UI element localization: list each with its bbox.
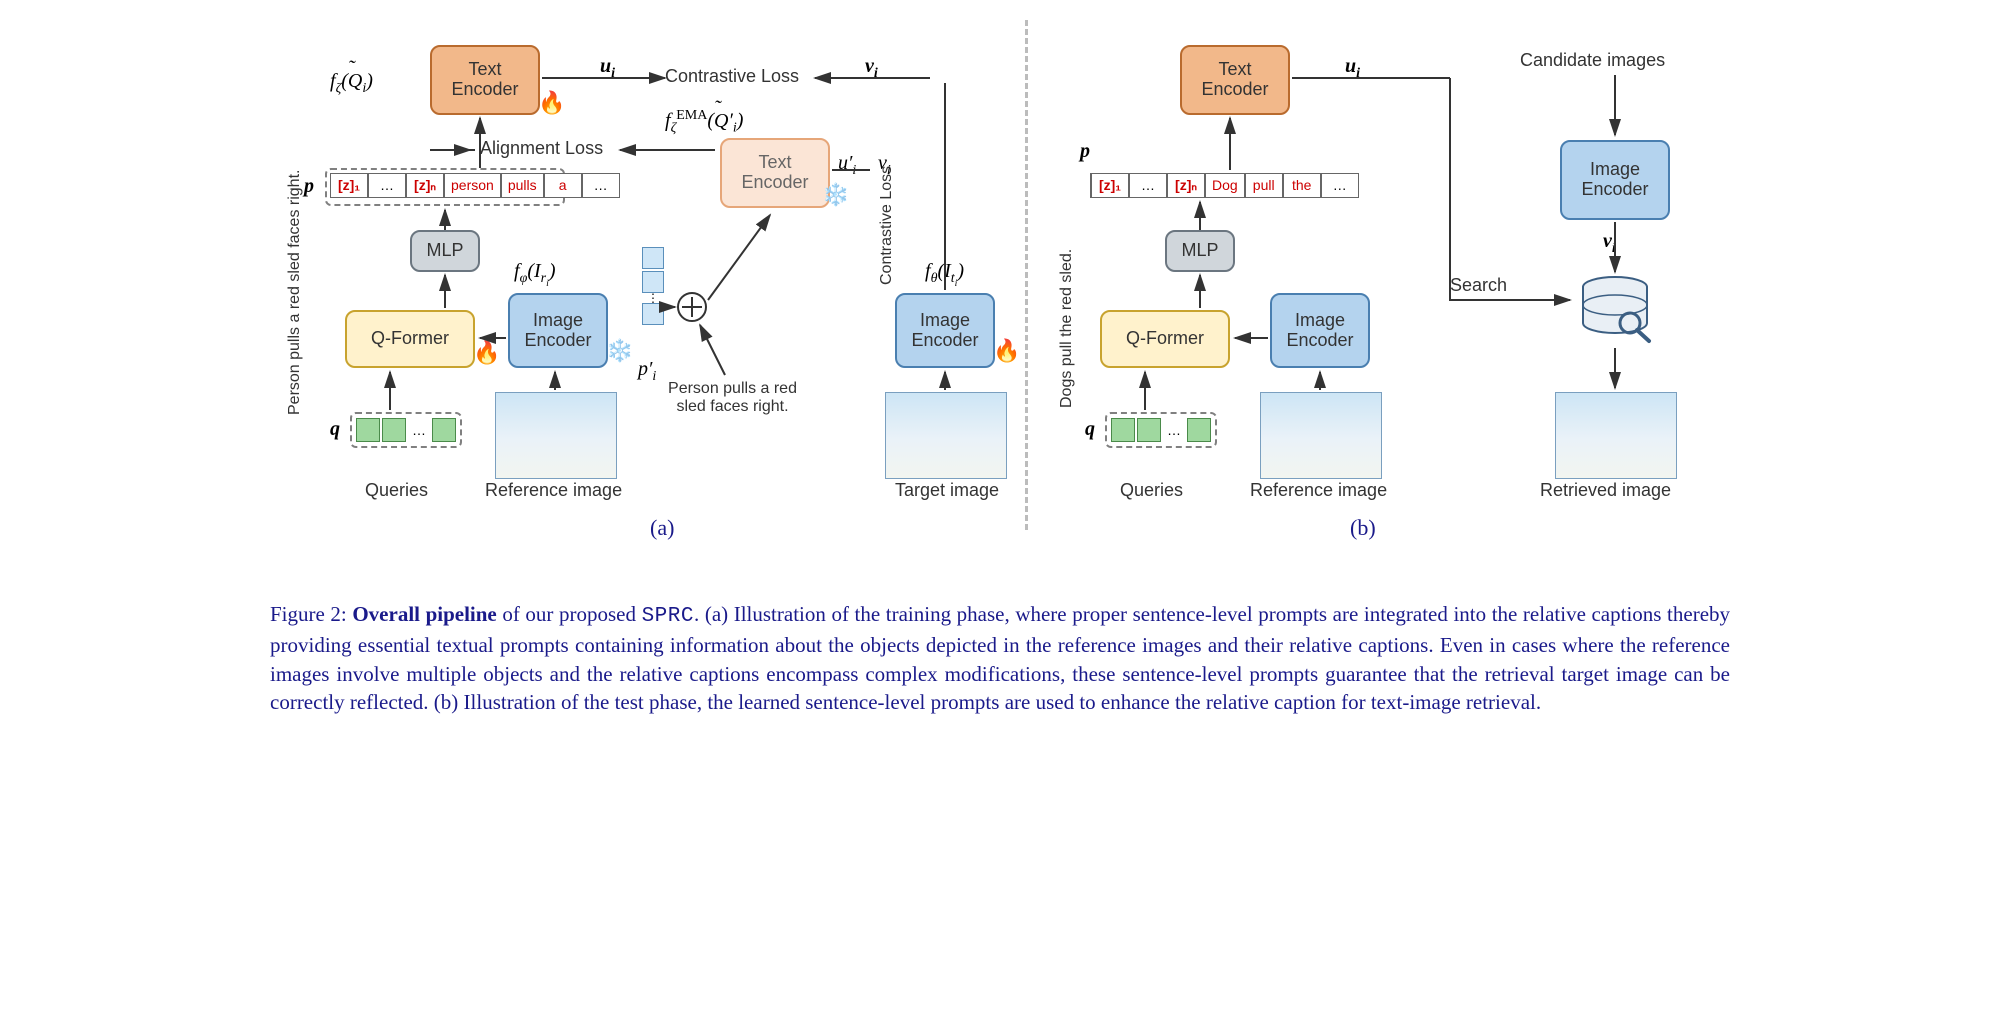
caption-bold: Overall pipeline (352, 602, 496, 626)
snow-icon: ❄️ (606, 338, 633, 364)
token: [z]ₙ (406, 173, 444, 198)
alignment-loss: Alignment Loss (480, 138, 603, 159)
mid-sentence: Person pulls a red sled faces right. (665, 380, 800, 416)
caption-lead: Figure 2: (270, 602, 347, 626)
search-label: Search (1450, 275, 1507, 296)
math-f-zeta: fζ(Q˜i) (330, 70, 373, 97)
retrieved-label: Retrieved image (1540, 480, 1671, 501)
fire-icon: 🔥 (538, 90, 565, 116)
reference-image-a (495, 392, 617, 479)
side-text-b: Dogs pull the red sled. (1058, 248, 1076, 408)
qformer-b: Q-Former (1100, 310, 1230, 368)
math-q-b: q (1085, 418, 1095, 441)
math-vi-a: vi (865, 55, 878, 82)
token: pulls (501, 173, 544, 198)
token: the (1283, 173, 1321, 198)
image-encoder-target: Image Encoder (895, 293, 995, 368)
contrastive-loss-top: Contrastive Loss (665, 66, 799, 87)
candidate-label: Candidate images (1520, 50, 1665, 71)
queries-label-a: Queries (365, 480, 428, 501)
p-prime-col: ⋮ (640, 245, 666, 327)
math-uiprime: u′i (838, 152, 856, 179)
math-q-a: q (330, 418, 340, 441)
math-ui-b: ui (1345, 55, 1360, 82)
retrieved-image (1555, 392, 1677, 479)
figure-container: Person pulls a red sled faces right. fζ(… (270, 20, 1730, 716)
fire-icon: 🔥 (473, 340, 500, 366)
token: … (582, 173, 620, 198)
image-encoder-ref-a: Image Encoder (508, 293, 608, 368)
token-row-a: [z]₁ … [z]ₙ person pulls a … (330, 173, 620, 198)
token: … (1129, 173, 1167, 198)
panel-divider (1025, 20, 1028, 530)
math-vi-b: vi (1603, 230, 1616, 257)
math-pprime: p′i (638, 358, 656, 385)
target-label: Target image (895, 480, 999, 501)
panel-b-label: (b) (1350, 515, 1376, 541)
image-encoder-cand: Image Encoder (1560, 140, 1670, 220)
token: pull (1245, 173, 1283, 198)
text-encoder-a: Text Encoder (430, 45, 540, 115)
token: a (544, 173, 582, 198)
figure-caption: Figure 2: Overall pipeline of our propos… (270, 600, 1730, 716)
token-row-b: [z]₁ … [z]ₙ Dog pull the … (1090, 173, 1359, 198)
token: Dog (1205, 173, 1245, 198)
fire-icon: 🔥 (993, 338, 1020, 364)
qformer-a: Q-Former (345, 310, 475, 368)
reference-label-b: Reference image (1250, 480, 1387, 501)
diagram: Person pulls a red sled faces right. fζ(… (270, 20, 1730, 590)
text-encoder-ema: Text Encoder (720, 138, 830, 208)
contrastive-loss-v: Contrastive Loss (878, 166, 896, 285)
math-f-theta: fθ(Iti) (925, 260, 964, 289)
token: [z]₁ (330, 173, 368, 198)
snow-icon: ❄️ (822, 182, 849, 208)
reference-label-a: Reference image (485, 480, 622, 501)
token: … (368, 173, 406, 198)
target-image (885, 392, 1007, 479)
math-f-ema: fζEMA(Q˜′i) (665, 108, 743, 137)
database-icon (1575, 275, 1655, 345)
text-encoder-b: Text Encoder (1180, 45, 1290, 115)
mlp-b: MLP (1165, 230, 1235, 272)
side-text-a: Person pulls a red sled faces right. (286, 245, 304, 415)
token: … (1321, 173, 1359, 198)
q-box-b: … (1105, 412, 1217, 448)
reference-image-b (1260, 392, 1382, 479)
token: person (444, 173, 501, 198)
plus-node (675, 290, 709, 324)
mlp-a: MLP (410, 230, 480, 272)
math-f-phi: fφ(Iri) (514, 260, 556, 289)
q-box-a: … (350, 412, 462, 448)
queries-label-b: Queries (1120, 480, 1183, 501)
panel-a-label: (a) (650, 515, 674, 541)
image-encoder-ref-b: Image Encoder (1270, 293, 1370, 368)
math-p-a: p (304, 175, 314, 198)
token: [z]ₙ (1167, 173, 1205, 198)
token: [z]₁ (1090, 173, 1129, 198)
math-ui-a: ui (600, 55, 615, 82)
caption-rest: of our proposed (497, 602, 642, 626)
caption-acronym: SPRC (642, 605, 694, 628)
math-p-b: p (1080, 140, 1090, 163)
